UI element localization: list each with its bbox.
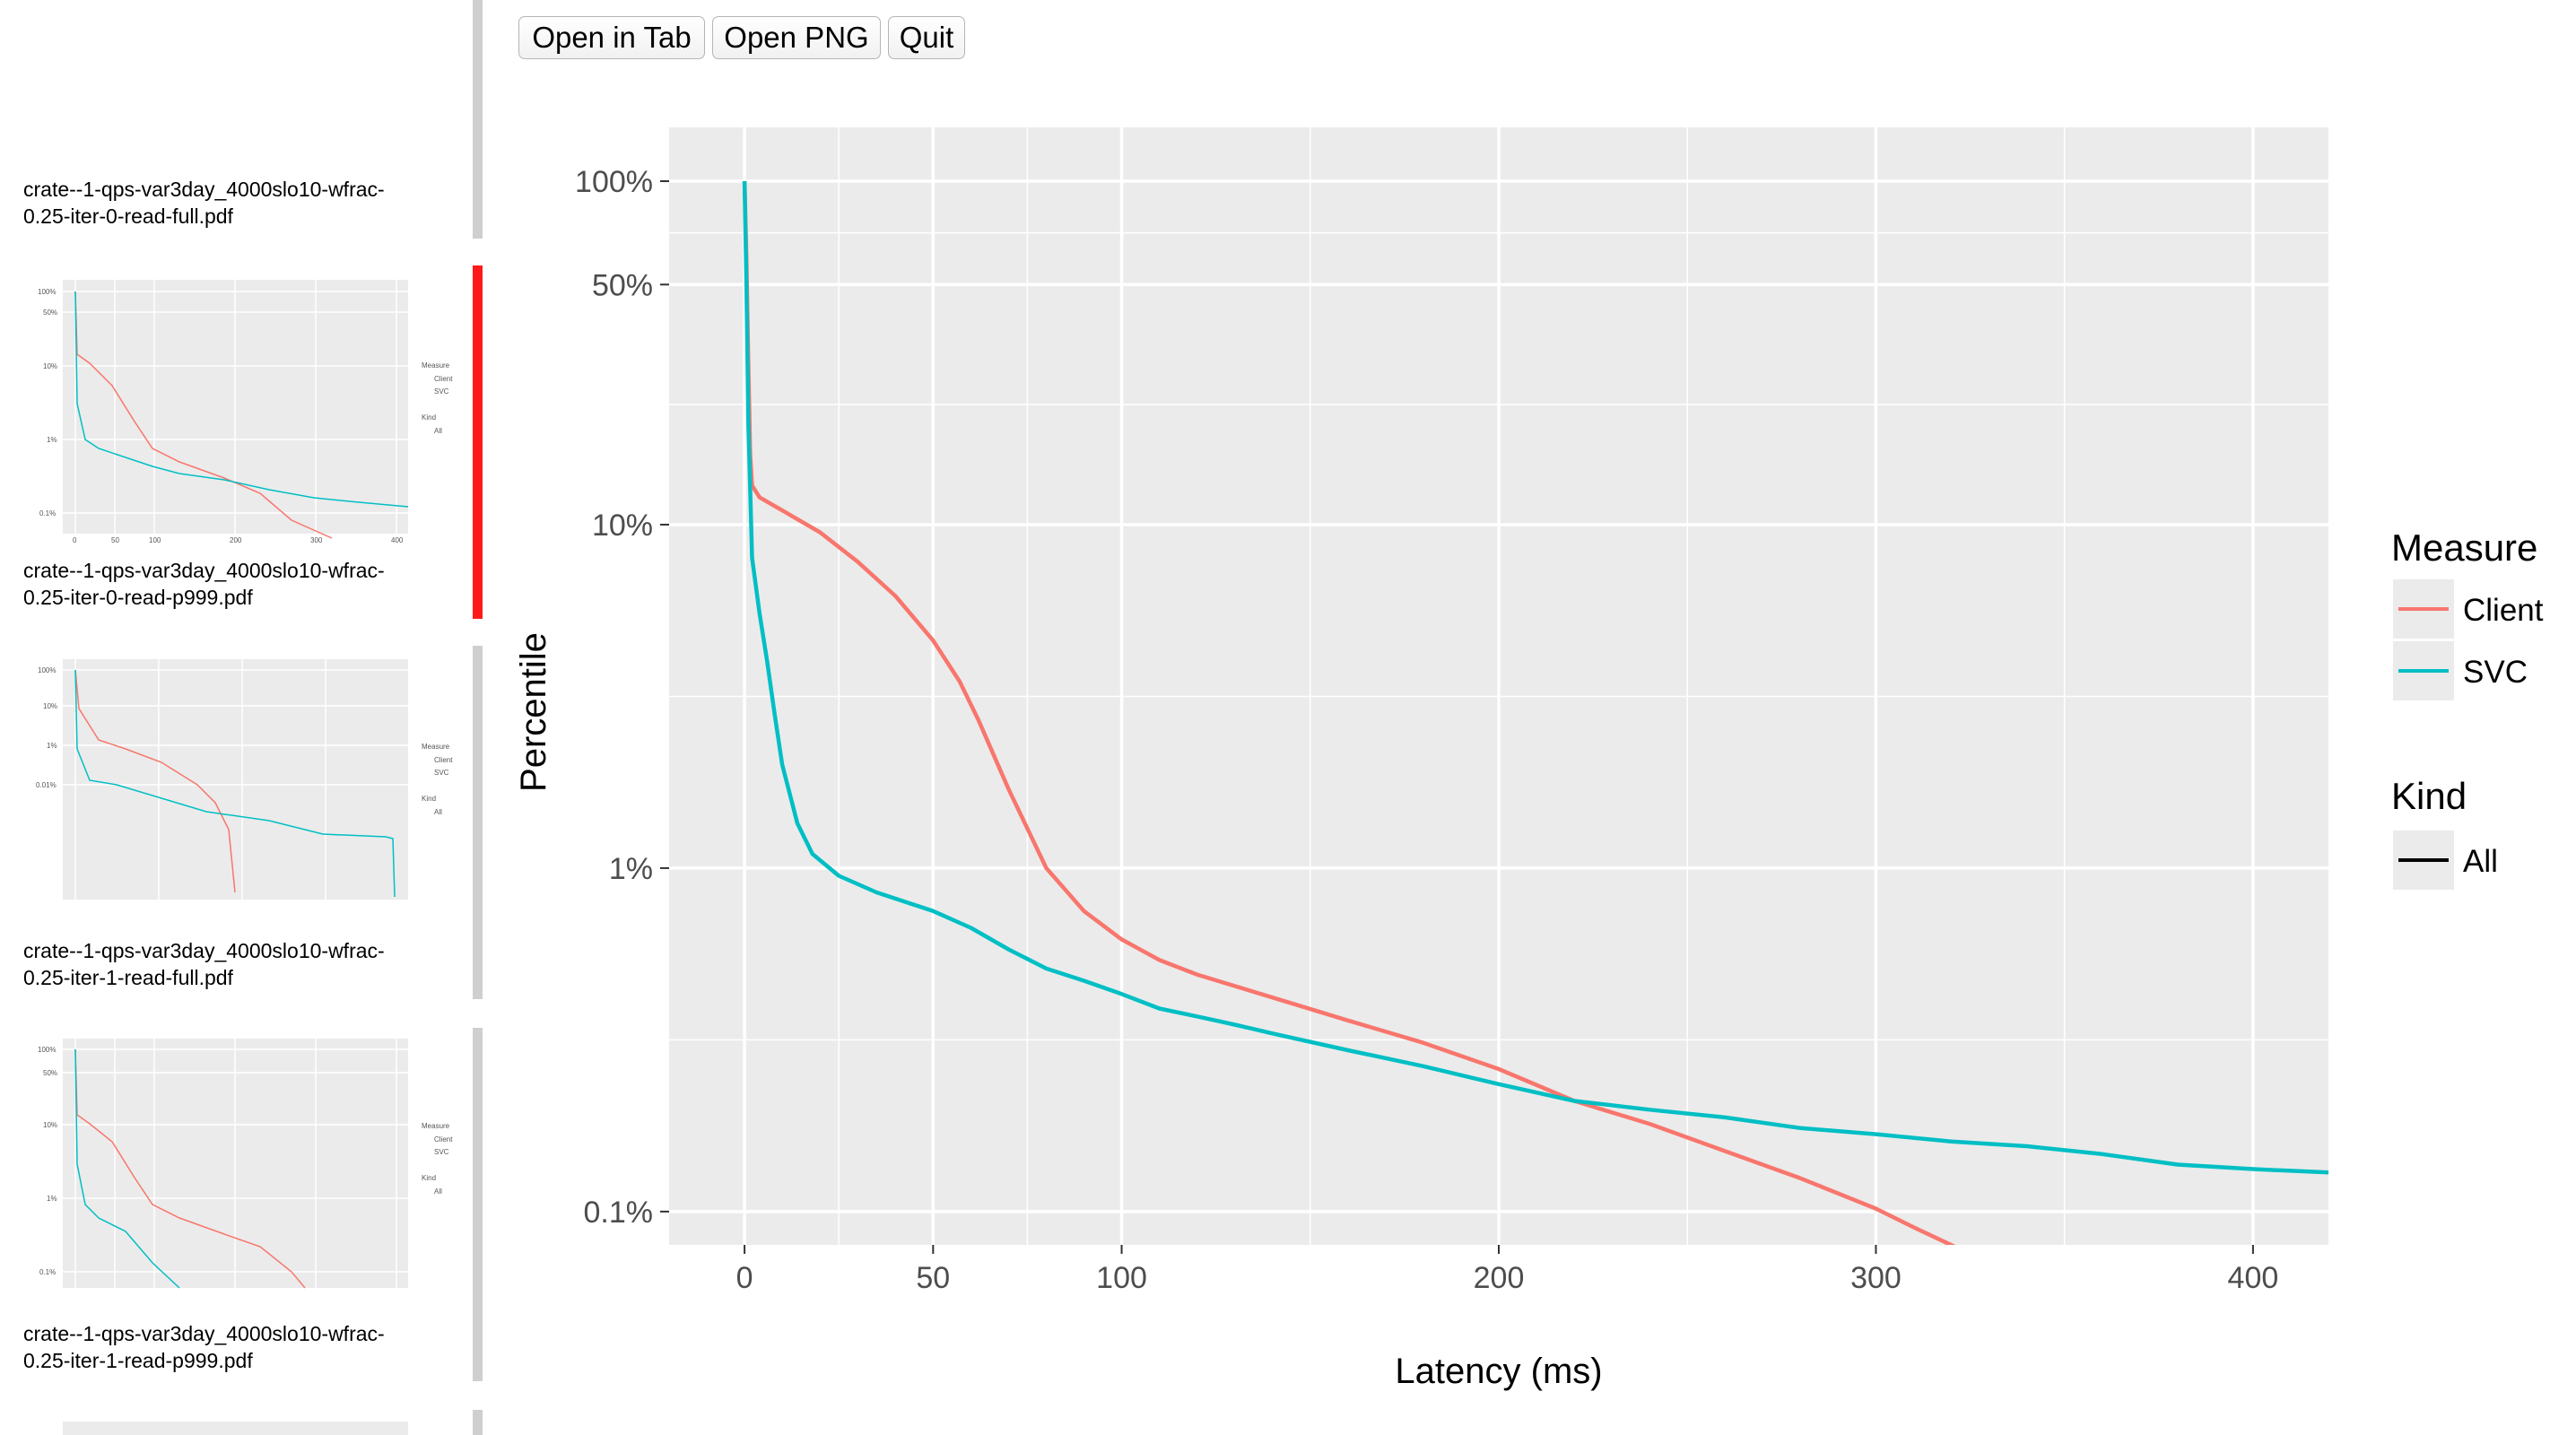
svg-text:All: All — [434, 808, 442, 816]
svg-text:1%: 1% — [47, 436, 57, 444]
svg-text:400: 400 — [391, 536, 404, 544]
series-line-svc — [742, 180, 2328, 1175]
y-tick-label: 50% — [592, 268, 653, 302]
svg-text:0.1%: 0.1% — [39, 1268, 56, 1276]
svg-text:50%: 50% — [43, 309, 57, 317]
thumbnail-next[interactable] — [0, 1422, 457, 1435]
svg-text:All: All — [434, 1187, 442, 1196]
legend-title-kind: Kind — [2391, 775, 2467, 817]
y-tick-label: 0.1% — [584, 1196, 654, 1230]
open-in-tab-button[interactable]: Open in Tab — [518, 16, 705, 59]
svg-text:100%: 100% — [38, 666, 56, 674]
svg-text:SVC: SVC — [434, 1148, 449, 1156]
open-png-button[interactable]: Open PNG — [712, 16, 881, 59]
file-list-item-label[interactable]: crate--1-qps-var3day_4000slo10-wfrac- 0.… — [23, 939, 385, 989]
svg-text:Client: Client — [434, 756, 453, 764]
svg-text:SVC: SVC — [434, 769, 449, 777]
svg-text:Kind: Kind — [422, 413, 436, 422]
thumbnail-full-0 — [63, 17, 408, 19]
svg-text:All: All — [434, 427, 442, 435]
x-axis-title: Latency (ms) — [1395, 1352, 1602, 1391]
svg-text:100%: 100% — [38, 288, 56, 296]
svg-text:Client: Client — [434, 375, 453, 383]
x-tick-label: 50 — [916, 1261, 950, 1295]
svg-text:SVC: SVC — [434, 387, 449, 396]
svg-text:Measure: Measure — [422, 361, 450, 370]
series-layer — [742, 180, 2328, 1245]
x-axis: 0 50 100 200 300 400 — [736, 1245, 2279, 1295]
svg-text:0: 0 — [73, 536, 77, 544]
svg-text:100: 100 — [149, 536, 161, 544]
thumbnail-scroll-marker — [473, 0, 483, 239]
svg-text:Measure: Measure — [422, 1122, 450, 1130]
x-tick-label: 400 — [2228, 1261, 2279, 1295]
thumbnail-scroll-marker — [473, 646, 483, 999]
quit-button[interactable]: Quit — [888, 16, 965, 59]
file-list-item[interactable] — [0, 0, 493, 194]
svg-text:Kind: Kind — [422, 795, 436, 803]
thumbnail-full-1[interactable]: 100% 10% 1% 0.01% Measure Client SVC Kind All — [0, 659, 457, 928]
x-tick-label: 300 — [1850, 1261, 1902, 1295]
svg-text:Kind: Kind — [422, 1174, 436, 1182]
legend: Measure Client SVC Kind All — [2391, 526, 2544, 890]
file-list-item-label[interactable]: crate--1-qps-var3day_4000slo10-wfrac- 0.… — [23, 178, 385, 228]
selected-item-marker — [473, 265, 483, 619]
y-axis-title: Percentile — [514, 632, 553, 792]
svg-text:10%: 10% — [43, 362, 57, 370]
y-tick-label: 10% — [592, 509, 653, 543]
x-tick-label: 100 — [1096, 1261, 1147, 1295]
series-line-client — [742, 180, 1956, 1245]
svg-text:0.1%: 0.1% — [39, 509, 56, 517]
y-axis: 100% 50% 10% 1% 0.1% — [575, 165, 669, 1230]
legend-label-client: Client — [2463, 593, 2544, 628]
svg-text:1%: 1% — [47, 742, 57, 750]
major-gridlines — [669, 127, 2328, 1245]
thumbnail-scroll-marker — [473, 1028, 483, 1381]
svg-text:Client: Client — [434, 1135, 453, 1144]
file-list-sidebar: crate--1-qps-var3day_4000slo10-wfrac- 0.… — [0, 0, 493, 1435]
legend-title-measure: Measure — [2391, 526, 2537, 569]
minor-gridlines — [669, 127, 2328, 1245]
svg-text:1%: 1% — [47, 1195, 57, 1203]
legend-label-all: All — [2463, 844, 2498, 879]
svg-text:0.01%: 0.01% — [36, 781, 57, 789]
legend-label-svc: SVC — [2463, 655, 2528, 690]
svg-text:Measure: Measure — [422, 743, 450, 751]
svg-text:50%: 50% — [43, 1069, 57, 1077]
svg-text:50: 50 — [111, 536, 119, 544]
x-tick-label: 0 — [736, 1261, 753, 1295]
svg-text:100%: 100% — [38, 1046, 56, 1054]
y-tick-label: 100% — [575, 165, 653, 199]
svg-text:10%: 10% — [43, 1121, 57, 1129]
svg-text:300: 300 — [310, 536, 323, 544]
x-tick-label: 200 — [1474, 1261, 1525, 1295]
file-list-item-label[interactable]: crate--1-qps-var3day_4000slo10-wfrac- 0.… — [23, 1322, 385, 1372]
svg-text:10%: 10% — [43, 702, 57, 710]
thumbnail-p999-0[interactable]: 100% 50% 10% 1% 0.1% 0 50 100 200 300 400 Measu… — [0, 269, 457, 547]
y-tick-label: 1% — [609, 852, 653, 886]
svg-text:200: 200 — [230, 536, 242, 544]
file-list-item-label[interactable]: crate--1-qps-var3day_4000slo10-wfrac- 0.… — [23, 559, 385, 609]
thumbnail-p999-1[interactable]: 100% 50% 10% 1% 0.1% Measure Client SVC Kind A… — [0, 1039, 457, 1308]
thumbnail-scroll-marker — [473, 1410, 483, 1435]
latency-percentile-chart: 100% 50% 10% 1% 0.1% 0 50 100 200 300 400 Percent… — [514, 127, 2544, 1391]
